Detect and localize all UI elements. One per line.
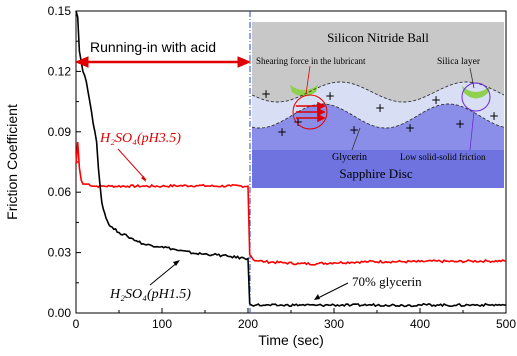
y-tick-label: 0.00 [48, 306, 72, 320]
svg-text:+: + [277, 125, 287, 139]
svg-text:+: + [405, 121, 415, 135]
svg-text:+: + [293, 115, 303, 129]
x-tick-label: 400 [410, 317, 430, 331]
label-ph15: H₂SO₄(pH1.5) [109, 287, 191, 302]
label-ph35: H₂SO₄(pH3.5) [99, 131, 181, 146]
inset-contact-circle [461, 82, 491, 112]
y-tick-label: 0.15 [48, 4, 72, 18]
inset-pointer-lowfric [469, 110, 475, 151]
svg-text:+: + [325, 89, 335, 103]
running-in-arrow [74, 56, 252, 68]
x-tick-label: 0 [73, 317, 80, 331]
inset-shear-label: Shearing force in the lubricant [256, 56, 366, 66]
inset-ball-label: Silicon Nitride Ball [327, 30, 429, 45]
svg-text:+: + [455, 117, 465, 131]
y-tick-label: 0.06 [48, 185, 72, 199]
svg-text:+: + [349, 123, 359, 137]
inset-disc-label: Sapphire Disc [339, 166, 413, 181]
pointer-glycerin-head [314, 294, 320, 300]
inset-low-friction-label: Low solid-solid friction [400, 152, 486, 162]
label-glycerin: 70% glycerin [352, 274, 422, 289]
inset-boundary-upper [252, 81, 504, 103]
inset-silica-1 [290, 85, 318, 97]
inset-shear-arrows [296, 101, 326, 123]
inset-pointer-glycerin [351, 127, 361, 151]
axis-ticks [75, 10, 507, 314]
x-tick-label: 300 [324, 317, 344, 331]
inset-ball [252, 22, 504, 102]
inset-boundary-lower [252, 103, 504, 129]
inset-pointer-silica [469, 67, 475, 89]
inset-silica-2 [462, 86, 490, 99]
inset-shear-circle [292, 94, 328, 130]
pointer-glycerin [317, 282, 349, 299]
x-tick-label: 200 [238, 317, 258, 331]
y-tick-label: 0.12 [48, 64, 72, 78]
y-tick-labels: 0.00 0.03 0.06 0.09 0.12 0.15 [48, 4, 72, 320]
svg-text:+: + [261, 87, 271, 101]
x-tick-label: 500 [496, 317, 516, 331]
inset-disc-deep [252, 150, 504, 188]
running-in-label: Running-in with acid [90, 39, 216, 55]
inset-glycerin-label: Glycerin [332, 152, 367, 163]
pointer-ph35-head [141, 176, 146, 182]
series-line-ph15 [75, 10, 507, 308]
inset-pointer-shear [305, 65, 311, 95]
svg-text:+: + [431, 93, 441, 107]
x-tick-label: 100 [152, 317, 172, 331]
inset-silica-label: Silica layer [437, 57, 481, 67]
tribology-inset: + + + + + + + + + + Silicon Nitride Ball Shearing… [252, 22, 504, 188]
y-tick-label: 0.09 [48, 125, 72, 139]
series-line-ph35 [75, 141, 507, 266]
y-axis-title: Friction Coefficient [4, 104, 20, 220]
pointer-ph15 [149, 261, 179, 286]
svg-text:+: + [375, 101, 385, 115]
y-tick-label: 0.03 [48, 246, 72, 260]
x-axis-title: Time (sec) [258, 332, 324, 348]
inset-plus-signs: + + + + + + + + + + [261, 87, 499, 139]
svg-text:+: + [489, 109, 499, 123]
x-tick-labels: 0 100 200 300 400 500 [73, 317, 517, 331]
pointer-ph35 [117, 148, 147, 181]
pointer-ph15-head [173, 260, 180, 266]
